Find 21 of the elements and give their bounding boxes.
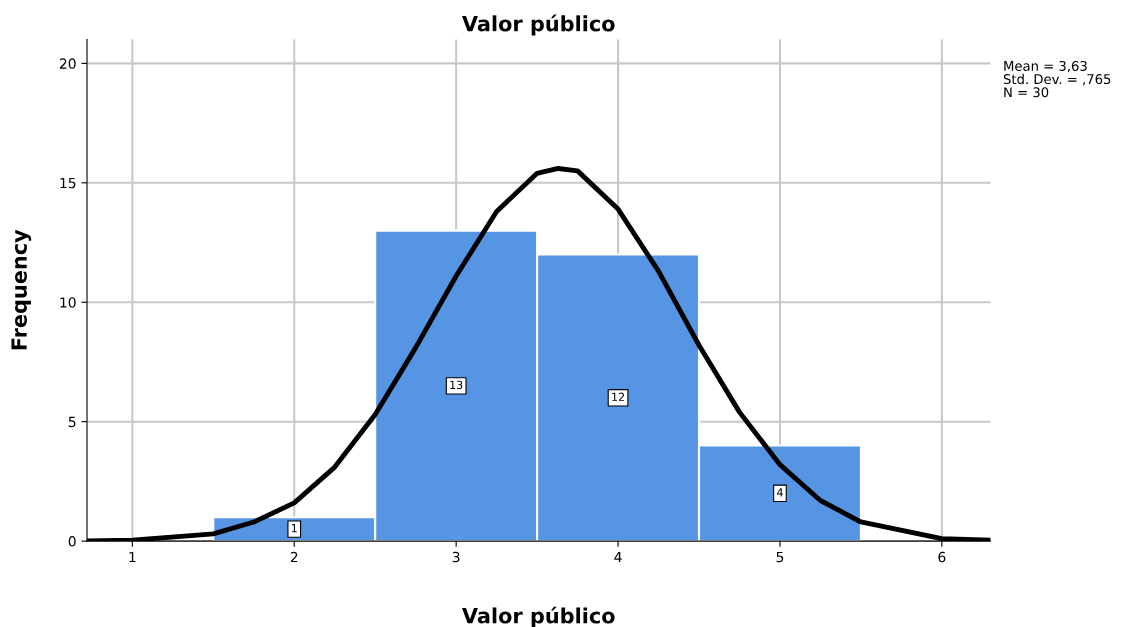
data-label: 1 <box>291 524 297 533</box>
x-tick-label: 6 <box>938 551 946 563</box>
x-tick-label: 2 <box>290 551 298 563</box>
y-tick-label: 15 <box>60 177 76 189</box>
x-tick-label: 5 <box>776 551 784 563</box>
y-tick-label: 10 <box>60 297 76 308</box>
x-axis-title: Valor público <box>462 606 615 627</box>
text: Mean = 3,63 <box>1004 60 1087 73</box>
text: N = 30 <box>1004 87 1049 98</box>
text: Std. Dev. = ,765 <box>1003 73 1111 86</box>
x-tick-label: 1 <box>129 551 136 563</box>
x-tick-label: 4 <box>614 551 622 563</box>
y-tick-label: 20 <box>59 58 76 69</box>
data-label: 4 <box>776 488 783 497</box>
y-tick-label: 0 <box>68 536 76 547</box>
data-label: 12 <box>612 392 625 401</box>
y-axis-title: Frequency <box>11 229 32 350</box>
x-tick-label: 3 <box>452 551 460 563</box>
data-label: 13 <box>450 380 463 390</box>
chart-title: Valor público <box>462 14 615 36</box>
y-tick-label: 5 <box>68 416 76 428</box>
